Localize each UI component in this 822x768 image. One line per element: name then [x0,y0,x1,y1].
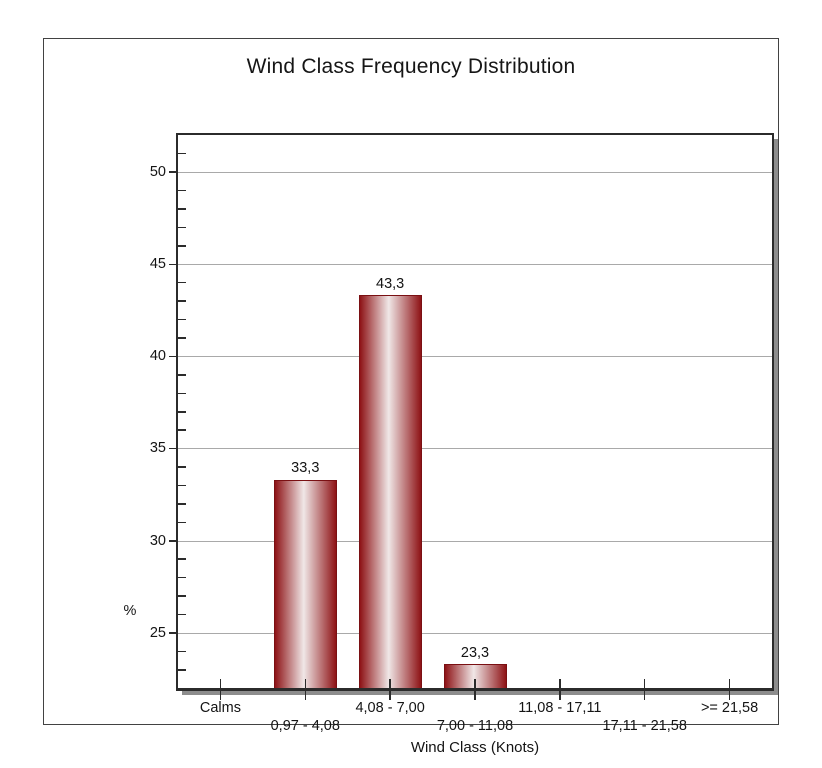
x-category-label: 11,08 - 17,11 [518,700,602,716]
y-minor-tick [178,337,186,339]
x-tick [389,679,391,700]
gridline [178,632,772,634]
x-category-label: Calms [199,700,241,716]
y-axis-title: % [123,603,137,619]
y-minor-tick [178,595,186,597]
bars-layer: 33,3 43,3 23,3 [178,135,772,688]
gridline [178,448,772,450]
y-minor-tick [178,392,186,395]
y-minor-tick [178,245,186,247]
y-major-tick [169,355,177,358]
bar [358,295,422,688]
gridlines-layer [178,135,772,688]
y-major-tick [169,632,177,634]
bar-value-label: 33,3 [291,460,320,477]
bar-value-label: 23,3 [460,644,490,661]
x-axis-title: Wind Class (Knots) [410,739,540,756]
x-category-label: 17,11 - 21,58 [602,718,687,734]
y-tick-label: 45 [149,255,166,272]
x-category-label: >= 21,58 [700,700,759,716]
y-tick-label: 40 [149,347,166,364]
y-tick-label: 30 [149,532,166,549]
ticks-layer [169,135,772,700]
x-category-label: 7,00 - 11,08 [436,718,514,734]
axis-labels-layer: 25 30 35 40 45 50 Calms 0,97 - 4,08 4,08 - 7,00 7… [150,135,772,734]
y-major-tick [169,540,177,542]
x-category-label: 0,97 - 4,08 [270,718,340,734]
bar [273,479,337,688]
y-minor-tick [178,226,186,229]
y-minor-tick [178,281,186,284]
gridline [178,356,772,358]
bar [443,664,507,688]
y-minor-tick [178,429,186,431]
y-minor-tick [178,503,186,505]
y-minor-tick [178,374,186,376]
y-minor-tick [178,669,186,671]
y-minor-tick [178,300,186,302]
y-minor-tick [178,650,186,653]
y-minor-tick [178,208,186,210]
y-major-tick [169,447,177,450]
y-minor-tick [178,484,186,487]
y-minor-tick [178,558,186,560]
x-tick [559,679,561,700]
chart-title: Wind Class Frequency Distribution [246,55,576,78]
chart-frame: Wind Class Frequency Distribution 33,3 43… [43,38,779,756]
x-tick [304,679,307,700]
x-tick [728,679,731,700]
y-minor-tick [178,613,186,616]
x-category-label: 4,08 - 7,00 [355,700,425,716]
y-major-tick [169,171,177,173]
plot-area: 33,3 43,3 23,3 25 30 35 40 45 50 Calms 0,97 - 4,0… [124,133,774,756]
gridline [178,264,772,266]
y-minor-tick [178,411,186,413]
y-minor-tick [178,576,186,579]
x-tick [219,679,222,700]
y-tick-label: 35 [149,440,166,457]
x-tick [474,679,476,700]
y-minor-tick [178,466,186,468]
gridline [178,540,772,542]
bar-value-label: 43,3 [376,275,405,292]
gridline [178,171,772,173]
y-minor-tick [178,189,186,192]
y-major-tick [169,263,177,266]
y-minor-tick [178,152,186,155]
y-minor-tick [178,318,186,321]
y-tick-label: 50 [149,163,166,180]
x-tick [643,679,646,700]
y-minor-tick [178,521,186,524]
y-tick-label: 25 [149,624,166,641]
